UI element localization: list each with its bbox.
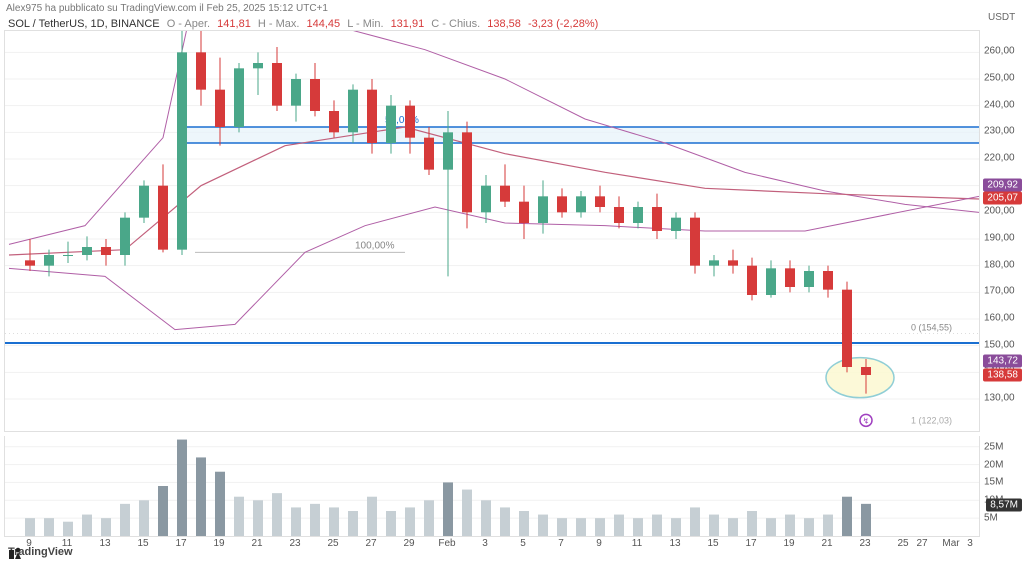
xtick-label: 15: [707, 538, 718, 549]
xtick-label: 19: [783, 538, 794, 549]
volume-badge: 8,57M: [986, 499, 1022, 512]
o-val: 141,81: [217, 18, 251, 30]
ytick-label: 240,00: [984, 99, 1015, 110]
l-label: L - Min.: [347, 18, 383, 30]
price-chart[interactable]: 50,00%100,00%0 (154,55)1 (122,03)↯: [4, 30, 980, 432]
xtick-label: 29: [403, 538, 414, 549]
xtick-label: 17: [745, 538, 756, 549]
time-axis: 911131517192123252729Feb3579111315171921…: [4, 538, 978, 558]
xtick-label: 25: [897, 538, 908, 549]
ytick-label: 200,00: [984, 206, 1015, 217]
volume-axis: 5M10M15M20M25M: [980, 436, 1024, 536]
h-val: 144,45: [307, 18, 341, 30]
xtick-label: 27: [916, 538, 927, 549]
ytick-label: 190,00: [984, 233, 1015, 244]
xtick-label: 5: [520, 538, 526, 549]
c-val: 138,58: [487, 18, 521, 30]
ytick-label: 130,00: [984, 393, 1015, 404]
xtick-label: Mar: [942, 538, 959, 549]
ytick-label: 230,00: [984, 126, 1015, 137]
volume-tick: 20M: [984, 459, 1003, 470]
h-label: H - Max.: [258, 18, 300, 30]
xtick-label: 13: [669, 538, 680, 549]
xtick-label: 9: [596, 538, 602, 549]
xtick-label: 3: [482, 538, 488, 549]
brand-footer[interactable]: TradingView: [8, 546, 73, 558]
xtick-label: 27: [365, 538, 376, 549]
volume-tick: 25M: [984, 441, 1003, 452]
ytick-label: 180,00: [984, 259, 1015, 270]
xtick-label: 25: [327, 538, 338, 549]
publish-credit: Alex975 ha pubblicato su TradingView.com…: [6, 3, 1018, 14]
c-label: C - Chius.: [431, 18, 480, 30]
volume-tick: 15M: [984, 477, 1003, 488]
price-badge: 209,92: [983, 178, 1022, 191]
o-label: O - Aper.: [167, 18, 210, 30]
currency-unit: USDT: [988, 12, 1015, 23]
ytick-label: 260,00: [984, 46, 1015, 57]
ytick-label: 250,00: [984, 73, 1015, 84]
xtick-label: 3: [967, 538, 973, 549]
chart-container: Alex975 ha pubblicato su TradingView.com…: [0, 0, 1024, 564]
xtick-label: 21: [821, 538, 832, 549]
svg-text:1 (122,03): 1 (122,03): [911, 415, 952, 425]
ytick-label: 160,00: [984, 313, 1015, 324]
xtick-label: 23: [859, 538, 870, 549]
volume-tick: 5M: [984, 513, 998, 524]
price-badge: 205,07: [983, 191, 1022, 204]
ohlc-info: SOL / TetherUS, 1D, BINANCE O - Aper. 14…: [8, 18, 602, 30]
l-val: 131,91: [391, 18, 425, 30]
price-badge: 143,72: [983, 355, 1022, 368]
svg-text:100,00%: 100,00%: [355, 240, 395, 251]
xtick-label: 21: [251, 538, 262, 549]
xtick-label: Feb: [438, 538, 455, 549]
xtick-label: 7: [558, 538, 564, 549]
volume-chart[interactable]: [4, 436, 980, 537]
tradingview-icon: [8, 546, 22, 560]
svg-text:0 (154,55): 0 (154,55): [911, 323, 952, 333]
xtick-label: 11: [632, 538, 642, 549]
xtick-label: 15: [137, 538, 148, 549]
xtick-label: 13: [99, 538, 110, 549]
price-badge: 138,58: [983, 369, 1022, 382]
svg-text:↯: ↯: [863, 416, 870, 425]
ytick-label: 220,00: [984, 153, 1015, 164]
chg-val: -3,23 (-2,28%): [528, 18, 598, 30]
ytick-label: 170,00: [984, 286, 1015, 297]
ytick-label: 150,00: [984, 339, 1015, 350]
xtick-label: 23: [289, 538, 300, 549]
xtick-label: 17: [175, 538, 186, 549]
pair-name: SOL / TetherUS, 1D, BINANCE: [8, 18, 160, 30]
xtick-label: 19: [213, 538, 224, 549]
